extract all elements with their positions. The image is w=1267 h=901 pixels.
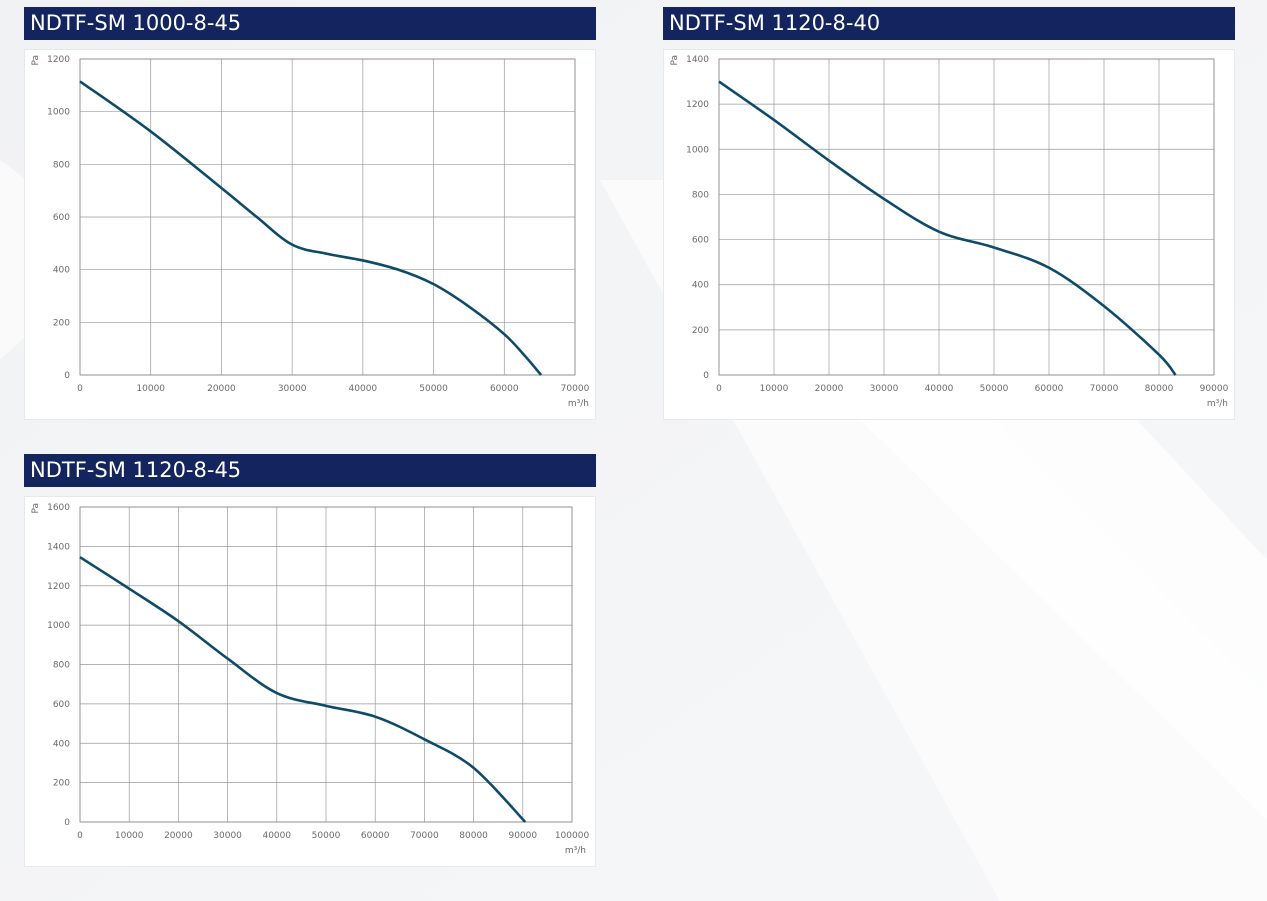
x-tick-label: 40000	[349, 384, 378, 394]
x-tick-label: 50000	[312, 831, 341, 841]
x-axis-label: m³/h	[568, 399, 589, 409]
x-tick-label: 10000	[136, 384, 165, 394]
title-bar	[24, 7, 596, 40]
y-tick-label: 800	[53, 661, 70, 671]
x-axis-label: m³/h	[565, 846, 586, 856]
x-tick-label: 90000	[508, 831, 537, 841]
y-axis-label: Pa	[31, 55, 41, 66]
x-tick-label: 50000	[419, 384, 448, 394]
y-tick-label: 1000	[686, 145, 709, 155]
x-tick-label: 40000	[925, 384, 954, 394]
title-bar	[663, 7, 1235, 40]
chart-panel: NDTF-SM 1000-8-45 0 200 400 600 800 1000 1200 0 1…	[24, 7, 596, 420]
x-tick-label: 0	[77, 384, 83, 394]
chart-title: NDTF-SM 1000-8-45	[30, 11, 241, 35]
x-tick-label: 60000	[1035, 384, 1064, 394]
background-streak	[820, 380, 1267, 820]
plot-border	[79, 58, 576, 376]
plot-border	[718, 58, 1215, 376]
title-bar	[24, 454, 596, 487]
y-tick-label: 600	[53, 213, 70, 223]
y-tick-label: 1000	[47, 621, 70, 631]
y-tick-label: 1200	[686, 100, 709, 110]
x-tick-label: 10000	[760, 384, 789, 394]
x-tick-label: 80000	[1145, 384, 1174, 394]
plot-border	[79, 506, 573, 823]
x-tick-label: 20000	[207, 384, 236, 394]
x-tick-label: 50000	[980, 384, 1009, 394]
y-tick-label: 1200	[47, 55, 70, 65]
x-tick-label: 70000	[410, 831, 439, 841]
chart-panel: NDTF-SM 1120-8-40 0 200 400 600 800 1000 1200 14…	[663, 7, 1235, 420]
y-axis-label: Pa	[670, 55, 680, 66]
y-tick-label: 1600	[47, 503, 70, 513]
curve	[79, 80, 543, 376]
chart-frame	[24, 496, 596, 867]
y-tick-label: 600	[53, 700, 70, 710]
x-tick-label: 20000	[164, 831, 193, 841]
y-axis-label: Pa	[31, 503, 41, 514]
x-tick-label: 90000	[1200, 384, 1229, 394]
y-tick-label: 600	[692, 236, 709, 246]
charts: NDTF-SM 1000-8-45 0 200 400 600 800 1000 1200 0 1…	[24, 7, 1235, 867]
x-tick-label: 0	[716, 384, 722, 394]
y-tick-label: 400	[53, 266, 70, 276]
x-tick-label: 80000	[459, 831, 488, 841]
x-tick-label: 0	[77, 831, 83, 841]
y-tick-label: 800	[692, 190, 709, 200]
x-tick-label: 10000	[115, 831, 144, 841]
x-tick-label: 70000	[561, 384, 590, 394]
x-tick-label: 20000	[815, 384, 844, 394]
x-tick-label: 60000	[490, 384, 519, 394]
x-tick-label: 30000	[870, 384, 899, 394]
y-tick-label: 200	[53, 779, 70, 789]
y-tick-label: 1200	[47, 582, 70, 592]
y-tick-label: 0	[64, 818, 70, 828]
y-tick-label: 200	[53, 318, 70, 328]
y-tick-label: 400	[53, 739, 70, 749]
x-tick-label: 100000	[555, 831, 590, 841]
x-tick-label: 30000	[213, 831, 242, 841]
curve	[718, 80, 1177, 376]
y-tick-label: 0	[64, 371, 70, 381]
y-tick-label: 400	[692, 281, 709, 291]
y-tick-label: 200	[692, 326, 709, 336]
chart-frame	[24, 49, 596, 420]
y-tick-label: 0	[703, 371, 709, 381]
chart-title: NDTF-SM 1120-8-40	[669, 11, 880, 35]
x-tick-label: 30000	[278, 384, 307, 394]
curve	[79, 556, 527, 823]
y-tick-label: 1400	[686, 55, 709, 65]
chart-title: NDTF-SM 1120-8-45	[30, 458, 241, 482]
y-tick-label: 1000	[47, 108, 70, 118]
x-tick-label: 40000	[262, 831, 291, 841]
x-tick-label: 70000	[1090, 384, 1119, 394]
chart-panel: NDTF-SM 1120-8-45 0 200 400 600 800 1000 1200 14…	[24, 454, 596, 867]
y-tick-label: 800	[53, 160, 70, 170]
x-tick-label: 60000	[361, 831, 390, 841]
y-tick-label: 1400	[47, 542, 70, 552]
x-axis-label: m³/h	[1207, 399, 1228, 409]
